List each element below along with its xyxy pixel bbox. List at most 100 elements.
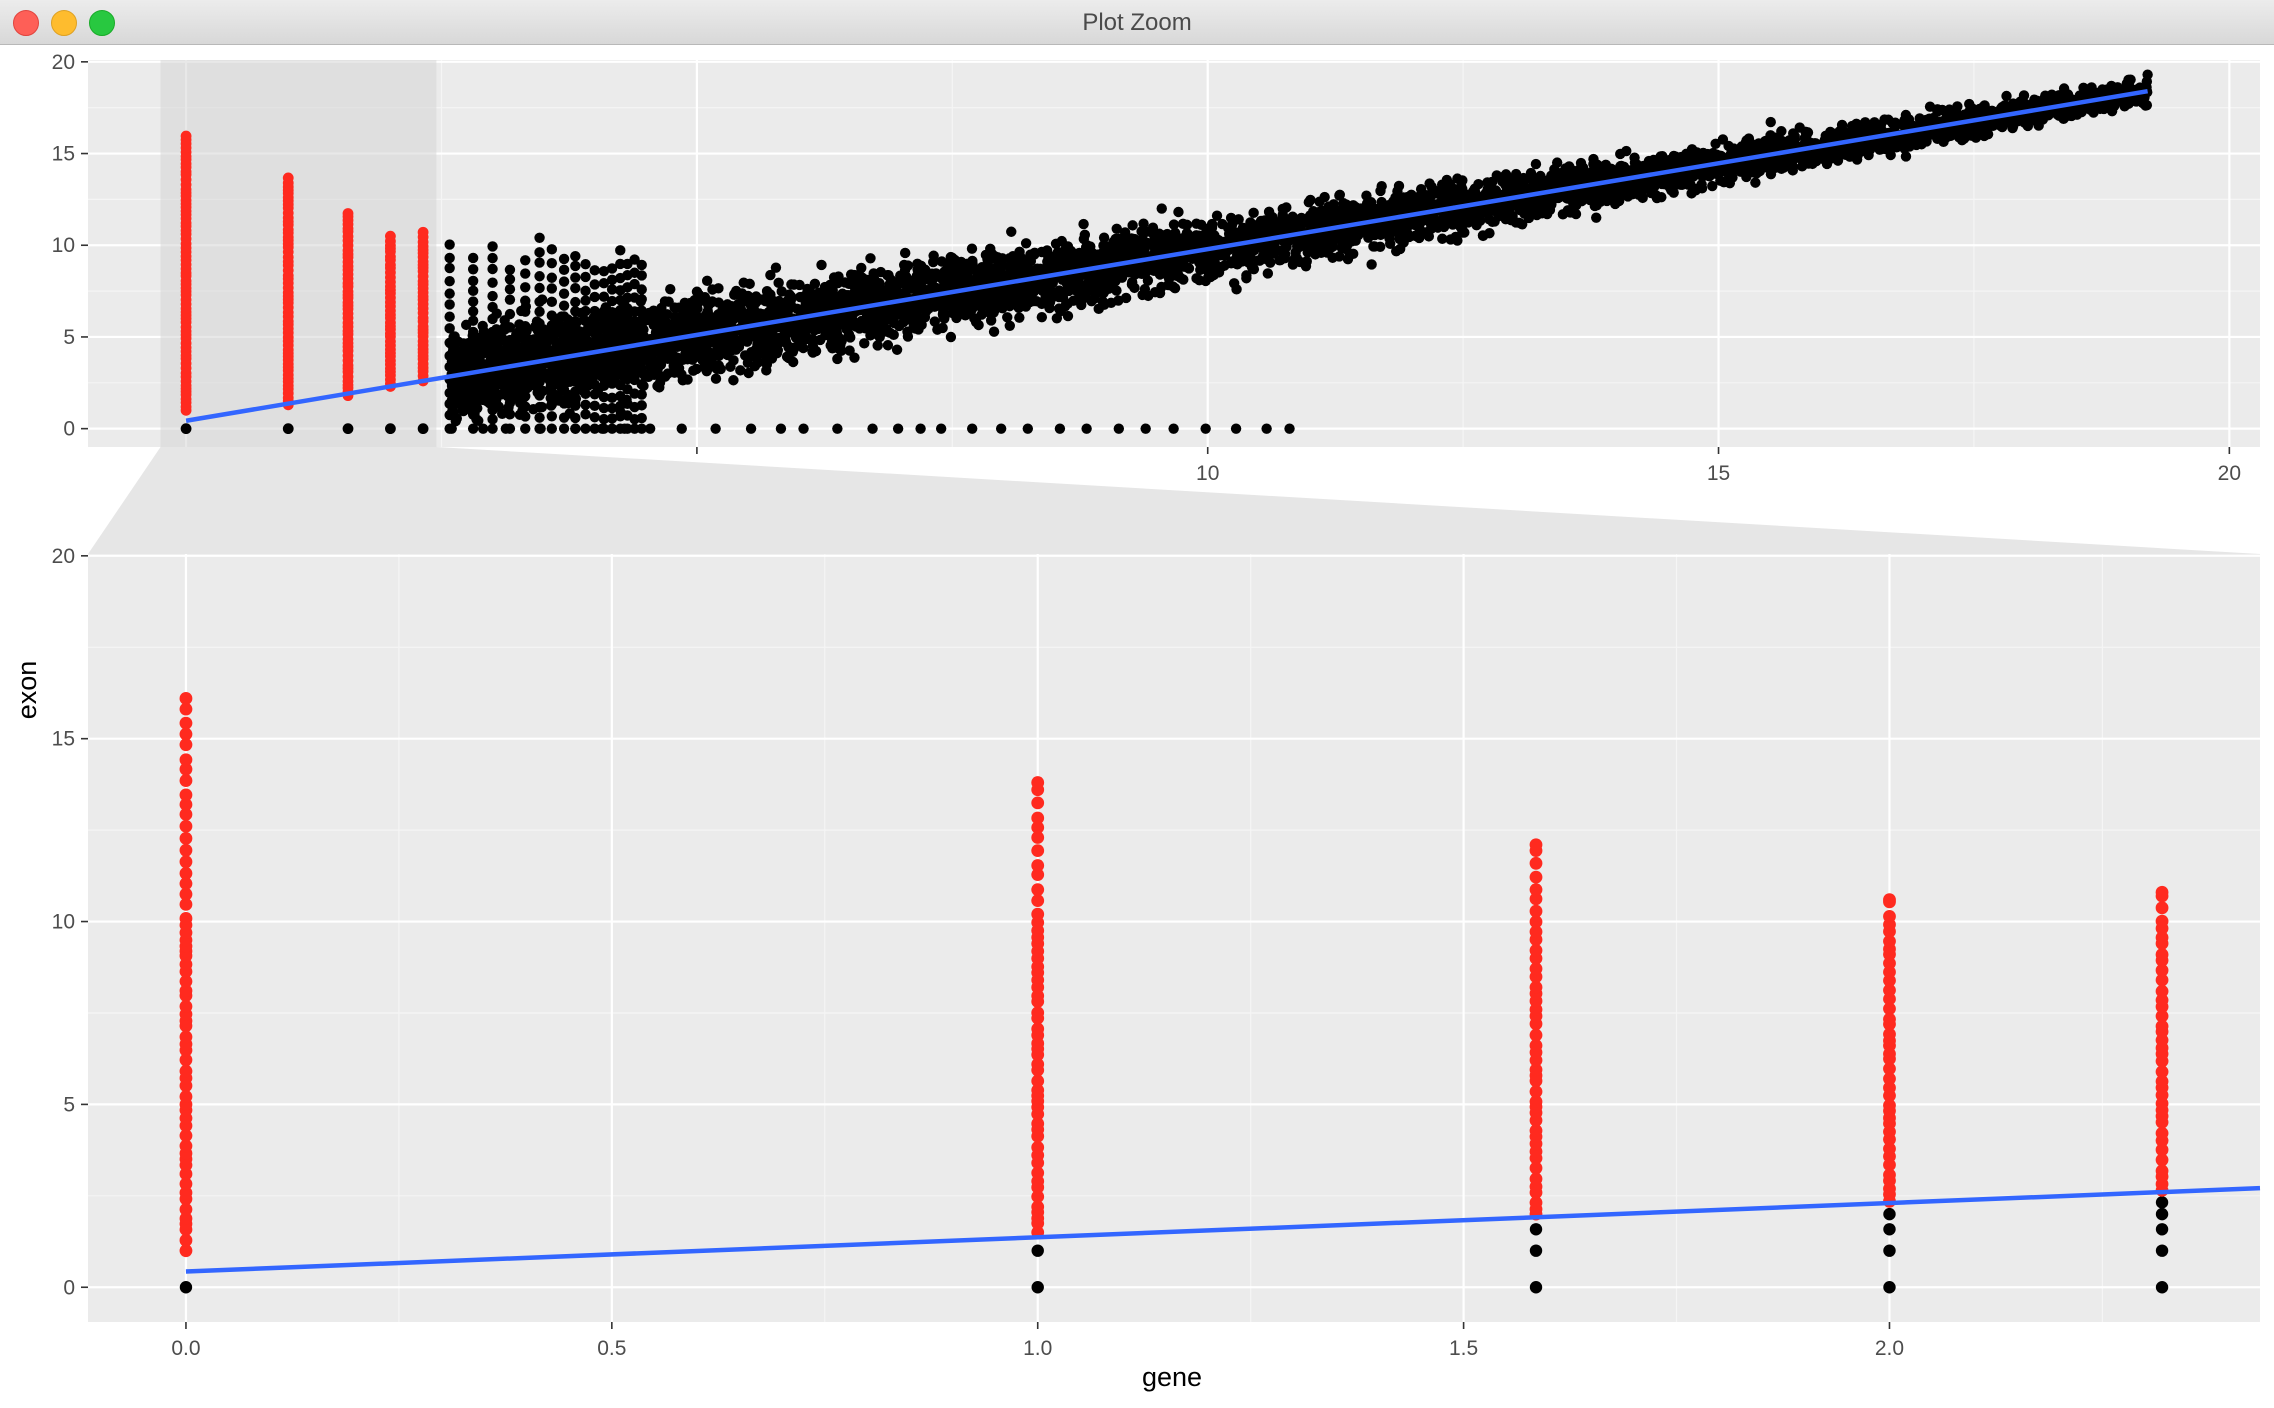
- data-point: [1787, 161, 1798, 172]
- data-point: [1127, 276, 1138, 288]
- window-titlebar: Plot Zoom: [0, 0, 2274, 45]
- data-point: [1540, 195, 1551, 206]
- data-point: [1970, 132, 1982, 143]
- data-point: [859, 280, 871, 292]
- data-point: [1585, 167, 1597, 178]
- data-point: [872, 340, 883, 351]
- data-point: [1885, 149, 1896, 161]
- data-point: [1147, 222, 1159, 233]
- close-window-button[interactable]: [13, 10, 39, 36]
- data-point: [1480, 187, 1492, 199]
- data-point: [1740, 137, 1752, 148]
- data-point: [1437, 233, 1448, 244]
- data-point: [1455, 221, 1466, 232]
- data-point: [2027, 98, 2038, 110]
- data-point: [1281, 202, 1292, 213]
- data-point: [749, 350, 760, 361]
- maximize-window-button[interactable]: [89, 10, 115, 36]
- data-point: [2096, 102, 2108, 114]
- data-point: [1024, 296, 1036, 308]
- data-point: [915, 276, 926, 288]
- data-point: [1241, 273, 1252, 284]
- data-point: [880, 310, 892, 321]
- data-point: [1055, 305, 1066, 317]
- data-point: [2058, 109, 2070, 120]
- data-point: [743, 367, 754, 379]
- data-point: [1057, 292, 1069, 303]
- data-point: [782, 305, 794, 317]
- data-point: [1305, 210, 1316, 221]
- data-point: [1851, 118, 1862, 130]
- data-point: [928, 250, 939, 261]
- data-point: [646, 353, 657, 364]
- data-point: [1378, 208, 1389, 219]
- data-point: [1111, 285, 1122, 296]
- data-point: [1118, 265, 1129, 277]
- data-point: [1195, 259, 1206, 270]
- minimize-window-button[interactable]: [51, 10, 77, 36]
- data-point: [762, 341, 774, 353]
- data-point: [2001, 90, 2012, 102]
- data-point: [1278, 246, 1289, 257]
- data-point: [1426, 198, 1438, 209]
- data-point: [1700, 168, 1711, 179]
- data-point: [865, 253, 876, 264]
- data-point: [1168, 219, 1180, 230]
- data-point: [1530, 158, 1542, 170]
- data-point: [970, 313, 981, 325]
- data-point: [842, 290, 854, 301]
- overview-points: [180, 69, 2153, 435]
- data-point: [1561, 193, 1573, 204]
- data-point: [655, 314, 667, 325]
- data-point: [1098, 232, 1110, 243]
- data-point: [1932, 106, 1943, 117]
- data-point: [1110, 275, 1121, 287]
- data-point: [1707, 180, 1718, 192]
- data-point: [478, 326, 490, 337]
- data-point: [1334, 189, 1346, 200]
- data-point: [1635, 187, 1647, 199]
- data-point: [1162, 261, 1174, 272]
- data-point: [940, 299, 951, 311]
- data-point: [1262, 268, 1274, 279]
- data-point: [1453, 186, 1465, 197]
- data-point: [1393, 180, 1405, 192]
- data-point: [1050, 238, 1062, 249]
- data-point: [912, 264, 923, 275]
- data-point: [988, 270, 1000, 282]
- data-point: [978, 269, 990, 281]
- window-title: Plot Zoom: [1082, 9, 1192, 36]
- data-point: [992, 259, 1004, 270]
- data-point: [1961, 131, 1972, 142]
- data-point: [1889, 121, 1901, 133]
- data-point: [1841, 144, 1853, 155]
- data-point: [660, 352, 671, 364]
- data-point: [1474, 215, 1486, 227]
- data-point: [1172, 254, 1183, 265]
- data-point: [1502, 209, 1513, 221]
- data-point: [807, 347, 819, 358]
- data-point: [1627, 189, 1638, 200]
- data-point: [1317, 243, 1328, 254]
- data-point: [1900, 151, 1912, 162]
- data-point: [1026, 286, 1038, 297]
- data-point: [968, 262, 979, 273]
- data-point: [1017, 281, 1028, 292]
- data-point: [1225, 212, 1237, 224]
- data-point: [1686, 144, 1698, 155]
- data-point: [1079, 229, 1091, 241]
- data-point: [736, 288, 748, 299]
- data-point: [691, 286, 703, 297]
- data-point: [771, 347, 783, 359]
- data-point: [669, 311, 680, 322]
- data-point: [1860, 117, 1871, 128]
- data-point: [1245, 217, 1256, 228]
- data-point: [1944, 104, 1955, 115]
- data-point: [932, 324, 943, 335]
- data-point: [1826, 153, 1837, 164]
- data-point: [1004, 320, 1015, 331]
- data-point: [701, 275, 713, 287]
- data-point: [755, 294, 766, 305]
- data-point: [735, 365, 746, 376]
